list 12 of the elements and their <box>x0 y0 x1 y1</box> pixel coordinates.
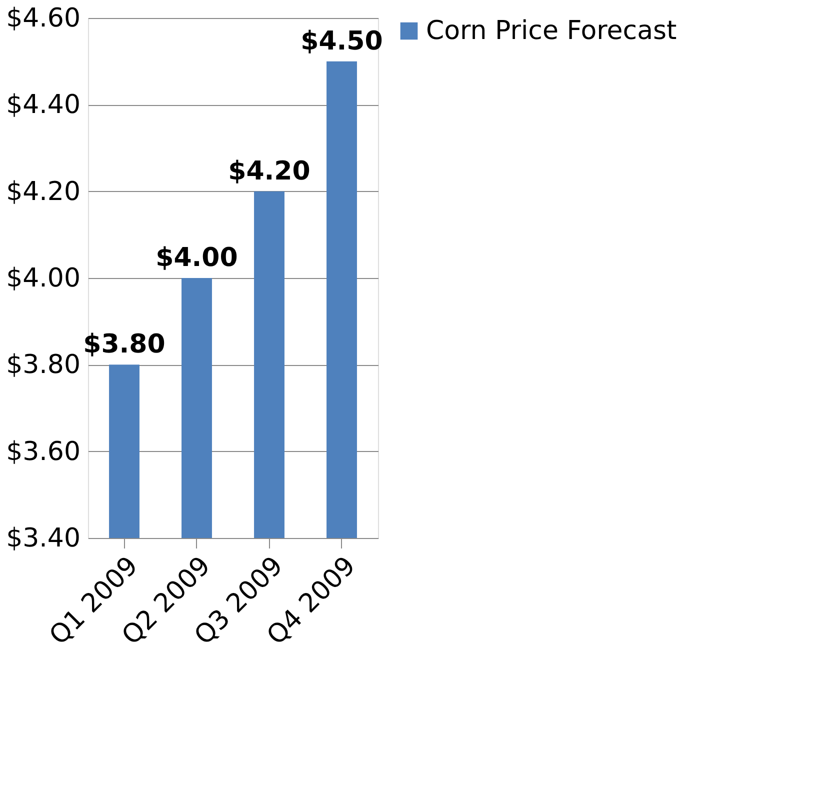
y-tick-label: $3.60 <box>6 436 80 467</box>
y-tick-label: $4.40 <box>6 90 80 120</box>
legend-label: Corn Price Forecast <box>426 16 677 46</box>
text: $4.20 <box>228 156 310 186</box>
y-tick-label: $4.20 <box>6 176 80 207</box>
text: $3.80 <box>83 330 166 360</box>
y-tick-label: $4.00 <box>6 264 80 294</box>
y-tick-label: $3.80 <box>6 350 80 380</box>
y-tick-label: $4.60 <box>6 4 80 34</box>
y-tick-label: $3.40 <box>6 524 80 554</box>
text: $4.50 <box>300 26 383 56</box>
text: $4.00 <box>156 243 238 273</box>
